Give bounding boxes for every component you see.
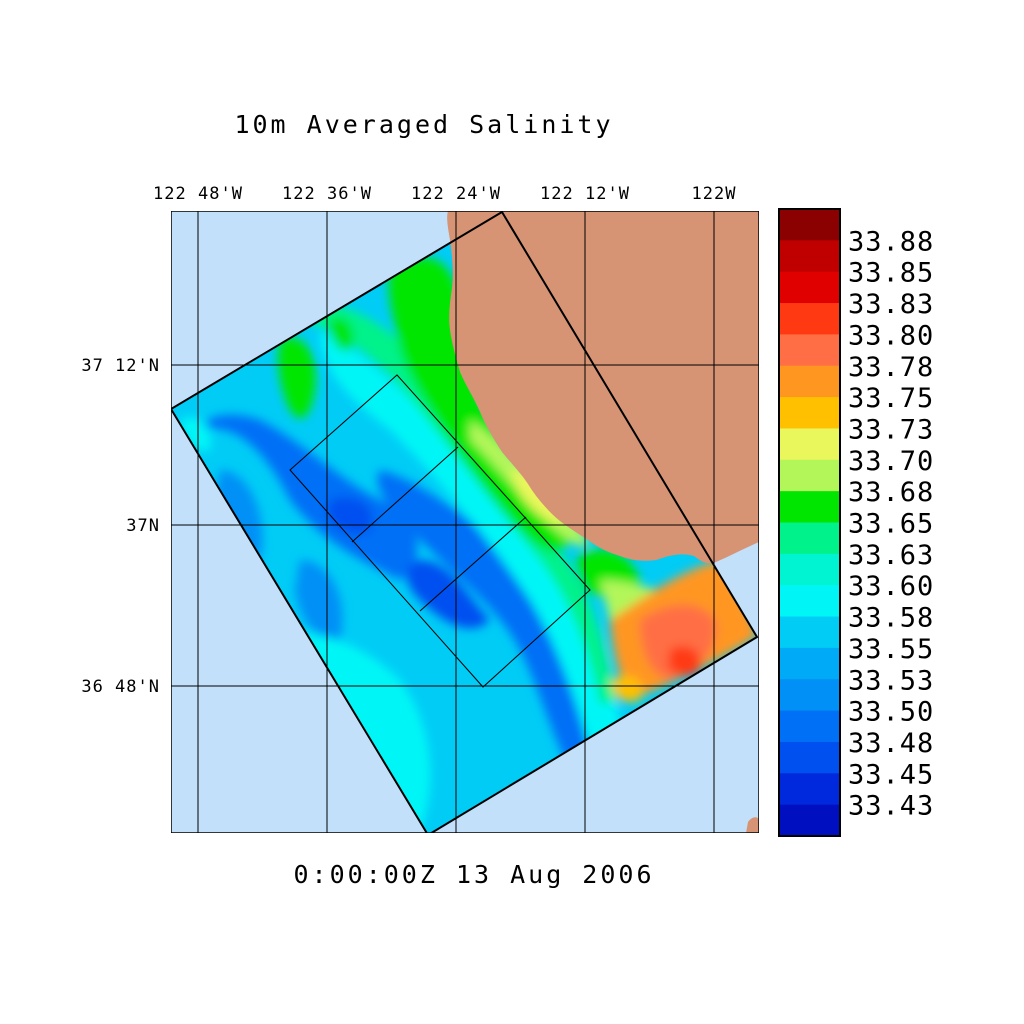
lat-tick-label: 36 48'N [81,677,160,697]
colorbar-label: 33.75 [848,383,934,414]
lon-tick-label: 122 12'W [540,184,630,204]
salinity-patch [668,646,701,677]
colorbar-segment [779,397,840,430]
colorbar-label: 33.78 [848,352,934,383]
salinity-patch [320,330,630,770]
colorbar-label: 33.43 [848,791,934,822]
salinity-patch [377,470,594,770]
nested-box-outline [289,374,591,688]
colorbar-label: 33.88 [848,226,934,257]
salinity-patch [329,317,354,351]
salinity-patch [200,414,418,580]
colorbar-segment [779,710,840,743]
lat-tick-label: 37N [126,516,160,536]
colorbar-segment [779,459,840,492]
colorbar-segment [779,209,840,241]
colorbar-segment [779,271,840,304]
model-domain-outline [171,211,759,833]
colorbar-label: 33.73 [848,414,934,445]
colorbar-label: 33.68 [848,477,934,508]
lon-tick-label: 122W [692,184,737,204]
colorbar-label: 33.85 [848,258,934,289]
salinity-patch [215,470,263,560]
colorbar-label: 33.50 [848,697,934,728]
salinity-patch [406,560,490,629]
colorbar-label: 33.45 [848,759,934,790]
colorbar-segment [779,365,840,398]
lat-tick-label: 37 12'N [81,356,160,376]
colorbar [778,208,841,837]
land-mass [447,211,759,564]
nested-box-divider [419,516,527,612]
land-fragment [746,817,759,833]
colorbar-segment [779,741,840,774]
colorbar-label: 33.83 [848,289,934,320]
colorbar-frame [778,208,841,837]
lon-tick-label: 122 48'W [153,184,243,204]
colorbar-label: 33.60 [848,571,934,602]
colorbar-segment [779,303,840,335]
colorbar-segment [779,522,840,555]
colorbar-label: 33.65 [848,509,934,540]
colorbar-segment [779,491,840,524]
colorbar-segment [779,773,840,806]
colorbar-labels: 33.8833.8533.8333.8033.7833.7533.7333.70… [848,226,934,822]
colorbar-label: 33.58 [848,603,934,634]
colorbar-segment [779,240,840,273]
colorbar-segment [779,804,840,837]
longitude-ticks: 122 48'W 122 36'W 122 24'W 122 12'W 122W [153,184,737,204]
salinity-patch [278,337,316,419]
nested-grid [289,374,591,688]
colorbar-label: 33.48 [848,728,934,759]
salinity-patch [328,497,373,534]
lon-tick-label: 122 36'W [282,184,372,204]
colorbar-segment [779,616,840,649]
colorbar-segment [779,647,840,680]
colorbar-label: 33.53 [848,665,934,696]
colorbar-segment [779,553,840,586]
nested-box-divider [351,446,459,543]
colorbar-label: 33.55 [848,634,934,665]
latitude-ticks: 37 12'N 37N 36 48'N [81,356,160,697]
colorbar-segment [779,679,840,712]
timestamp-label: 0:00:00Z 13 Aug 2006 [293,860,654,889]
salinity-patch [295,560,343,642]
plot-title: 10m Averaged Salinity [234,110,613,139]
colorbar-label: 33.80 [848,320,934,351]
colorbar-label: 33.63 [848,540,934,571]
colorbar-label: 33.70 [848,446,934,477]
map-panel [171,211,759,833]
salinity-patch [180,417,211,451]
colorbar-segment [779,334,840,367]
colorbar-segment [779,428,840,461]
salinity-patch [612,676,643,702]
lon-tick-label: 122 24'W [411,184,501,204]
graticule [171,211,759,833]
colorbar-segment [779,585,840,618]
